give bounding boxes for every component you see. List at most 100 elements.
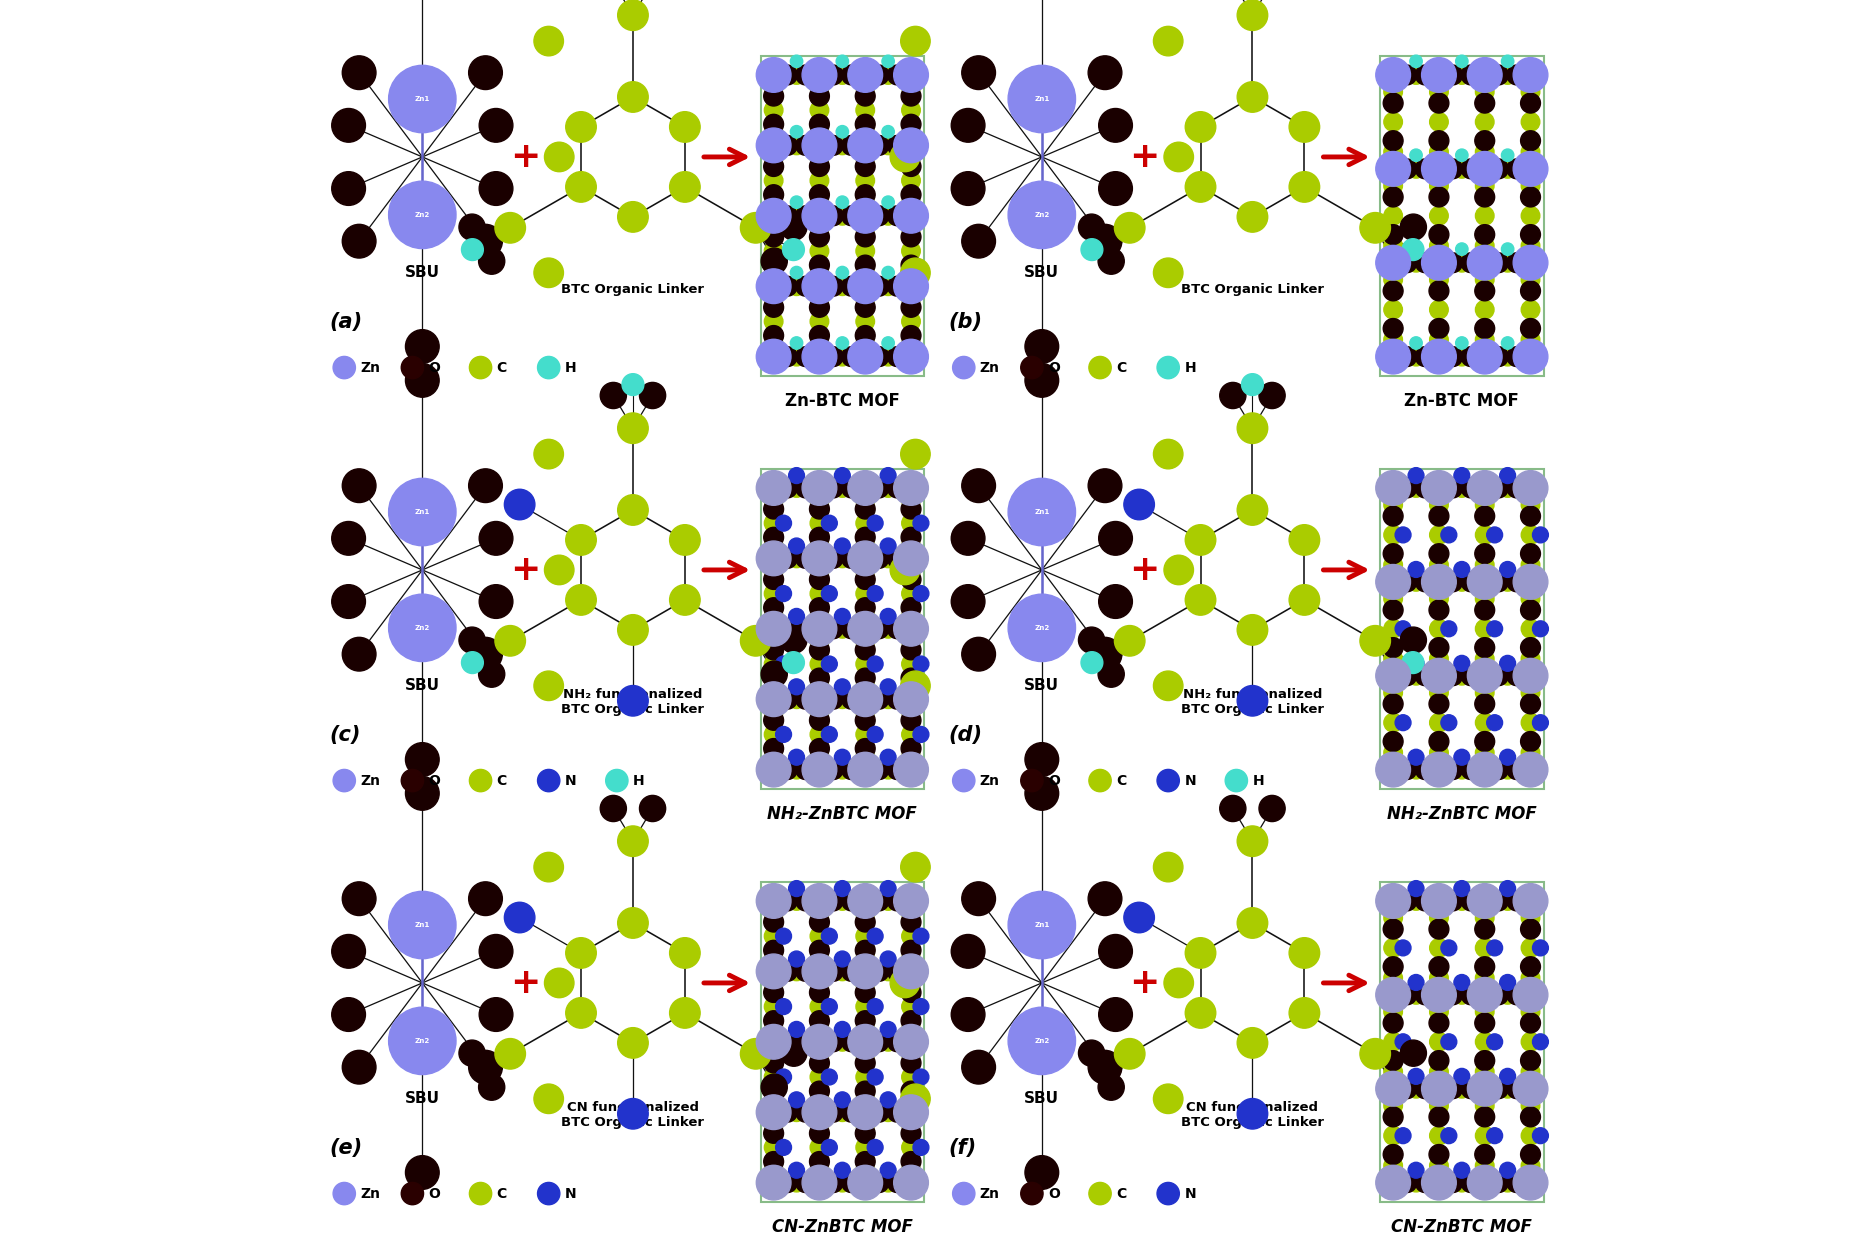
Circle shape — [882, 125, 893, 138]
Circle shape — [1489, 1079, 1508, 1099]
Circle shape — [618, 0, 648, 31]
Text: +: + — [1129, 966, 1159, 1000]
Circle shape — [882, 196, 893, 208]
Text: Zn2: Zn2 — [1034, 624, 1049, 631]
Circle shape — [1455, 149, 1468, 161]
Circle shape — [888, 549, 907, 569]
Circle shape — [775, 657, 792, 672]
Circle shape — [1384, 1126, 1403, 1145]
Circle shape — [1416, 760, 1435, 779]
Circle shape — [618, 685, 648, 716]
Circle shape — [1407, 892, 1425, 911]
Circle shape — [1081, 652, 1103, 674]
Circle shape — [787, 1173, 805, 1192]
Circle shape — [1401, 627, 1427, 653]
Circle shape — [869, 135, 890, 155]
Circle shape — [809, 597, 830, 617]
Circle shape — [1422, 892, 1440, 911]
Circle shape — [1438, 1173, 1457, 1192]
Circle shape — [822, 999, 837, 1015]
Circle shape — [811, 149, 828, 167]
Circle shape — [1429, 83, 1448, 102]
Circle shape — [1408, 467, 1423, 483]
Circle shape — [802, 66, 820, 84]
Circle shape — [1500, 881, 1515, 897]
Circle shape — [1467, 339, 1502, 374]
Circle shape — [281, 672, 311, 700]
Circle shape — [1416, 891, 1435, 911]
Circle shape — [869, 1172, 890, 1192]
Circle shape — [882, 56, 893, 67]
Circle shape — [833, 347, 852, 366]
Circle shape — [1416, 572, 1435, 592]
Circle shape — [764, 335, 783, 353]
Circle shape — [1467, 752, 1502, 787]
Circle shape — [867, 928, 882, 944]
Circle shape — [901, 326, 922, 346]
Circle shape — [796, 618, 815, 639]
Circle shape — [841, 1103, 862, 1123]
Circle shape — [880, 467, 895, 483]
Circle shape — [1483, 761, 1502, 779]
Circle shape — [1008, 181, 1075, 249]
Text: Zn2: Zn2 — [414, 624, 431, 631]
Circle shape — [848, 954, 882, 989]
Circle shape — [1498, 985, 1517, 1004]
Circle shape — [841, 760, 862, 779]
Text: Zn: Zn — [360, 773, 380, 788]
Circle shape — [901, 185, 922, 204]
Circle shape — [951, 172, 985, 206]
Circle shape — [848, 681, 882, 716]
Circle shape — [1384, 331, 1403, 349]
Circle shape — [1154, 1084, 1184, 1114]
Circle shape — [901, 747, 920, 766]
Circle shape — [775, 726, 792, 742]
Circle shape — [856, 297, 875, 317]
Circle shape — [1440, 1033, 1457, 1049]
Circle shape — [802, 347, 820, 366]
Circle shape — [796, 1103, 815, 1123]
Circle shape — [1532, 940, 1549, 955]
Circle shape — [777, 206, 798, 225]
Circle shape — [811, 561, 828, 580]
Circle shape — [1008, 478, 1075, 545]
Circle shape — [1163, 142, 1193, 172]
Circle shape — [1467, 978, 1502, 1012]
Circle shape — [1397, 478, 1416, 498]
Circle shape — [764, 87, 783, 107]
Circle shape — [880, 1092, 895, 1108]
Text: +: + — [1129, 140, 1159, 173]
Circle shape — [1513, 565, 1547, 600]
Circle shape — [1476, 969, 1495, 987]
Circle shape — [901, 1139, 920, 1157]
Circle shape — [1461, 253, 1482, 273]
Circle shape — [901, 171, 920, 190]
Text: BTC Organic Linker: BTC Organic Linker — [1182, 282, 1324, 296]
Circle shape — [1513, 339, 1547, 374]
Circle shape — [332, 109, 365, 142]
Circle shape — [1508, 1079, 1526, 1099]
Circle shape — [848, 611, 882, 647]
Circle shape — [787, 276, 805, 296]
Circle shape — [545, 555, 573, 585]
Circle shape — [1429, 187, 1450, 207]
Circle shape — [1455, 337, 1468, 349]
Circle shape — [1438, 66, 1457, 84]
Circle shape — [1453, 467, 1470, 483]
Circle shape — [833, 690, 852, 709]
Text: (d): (d) — [950, 725, 983, 745]
Circle shape — [1442, 1172, 1463, 1192]
Circle shape — [1154, 440, 1184, 468]
Circle shape — [764, 738, 783, 758]
Circle shape — [848, 1095, 882, 1130]
Circle shape — [764, 264, 783, 282]
Circle shape — [1429, 600, 1450, 620]
Circle shape — [777, 135, 798, 155]
Circle shape — [869, 689, 890, 709]
Circle shape — [856, 912, 875, 932]
Circle shape — [470, 769, 493, 792]
Circle shape — [893, 892, 912, 911]
Circle shape — [468, 224, 502, 258]
Circle shape — [802, 269, 837, 304]
Circle shape — [764, 747, 783, 766]
